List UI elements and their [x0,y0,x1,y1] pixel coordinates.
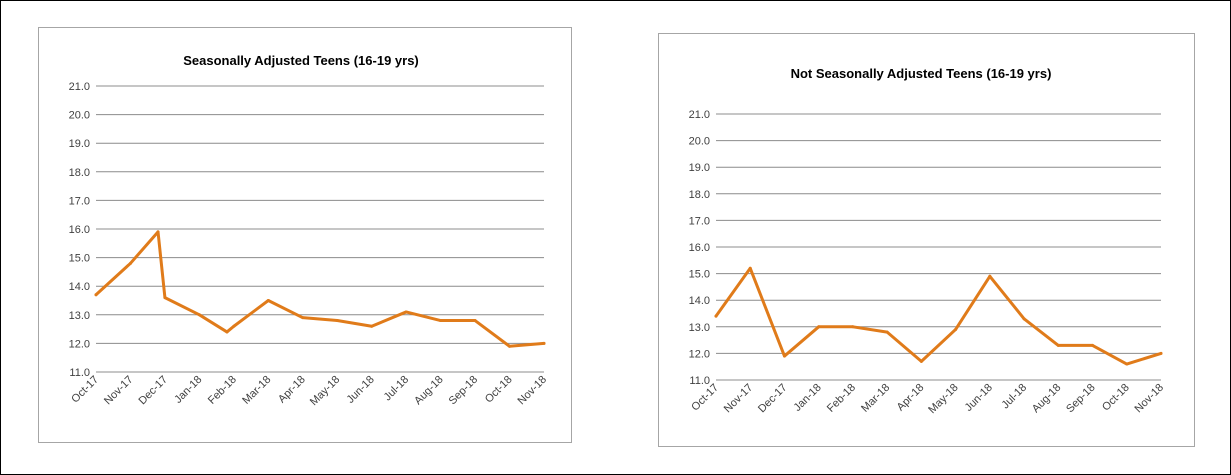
x-tick-label: Jul-18 [1000,382,1030,412]
x-tick-label: Aug-18 [1030,382,1064,416]
x-tick-label: Oct-18 [1100,382,1132,414]
x-tick-label: Jan-18 [172,374,204,406]
y-tick-label: 12.0 [689,348,710,360]
x-tick-label: Nov-18 [516,374,550,408]
x-tick-label: Jan-18 [792,382,824,414]
data-point [817,325,821,329]
x-tick-label: May-18 [926,382,960,416]
data-point [370,324,374,328]
data-point [885,330,889,334]
y-tick-label: 18.0 [69,167,90,179]
x-tick-label: Sep-18 [1064,382,1098,416]
x-tick-label: Feb-18 [825,382,858,415]
data-point [128,261,132,265]
x-tick-label: Jul-18 [382,374,412,404]
data-point [94,293,98,297]
y-tick-label: 13.0 [689,322,710,334]
y-tick-label: 19.0 [689,162,710,174]
series-line [714,266,1163,366]
x-tick-label: Mar-18 [240,374,273,407]
y-tick-label: 16.0 [69,224,90,236]
data-point [988,274,992,278]
y-tick-label: 15.0 [689,269,710,281]
x-tick-label: Mar-18 [859,382,892,415]
y-tick-label: 17.0 [689,215,710,227]
data-point [542,341,546,345]
chart-seasonally-adjusted: Seasonally Adjusted Teens (16-19 yrs) 11… [69,53,550,408]
y-tick-label: 20.0 [689,136,710,148]
chart-title: Seasonally Adjusted Teens (16-19 yrs) [183,53,419,68]
y-tick-label: 13.0 [69,310,90,322]
x-tick-label: May-18 [308,374,342,408]
y-tick-label: 14.0 [69,281,90,293]
chart-panel-seasonally-adjusted: Seasonally Adjusted Teens (16-19 yrs) 11… [38,27,572,443]
data-point [1056,343,1060,347]
x-tick-label: Aug-18 [412,374,446,408]
x-tick-label: Nov-18 [1133,382,1167,416]
data-point [266,299,270,302]
y-tick-label: 11.0 [689,375,710,387]
x-tick-label: Apr-18 [895,382,927,414]
x-tick-label: Feb-18 [206,374,239,407]
data-point [225,330,229,334]
y-tick-label: 17.0 [69,195,90,207]
data-point [301,316,305,320]
data-point [782,354,786,358]
y-tick-label: 18.0 [689,189,710,201]
y-tick-label: 16.0 [689,242,710,254]
x-tick-label: Dec-17 [756,382,790,416]
data-point [473,319,477,323]
x-tick-label: Nov-17 [722,382,756,416]
y-tick-label: 20.0 [69,110,90,122]
data-point [508,344,512,348]
data-point [1022,317,1026,321]
data-point [714,314,718,318]
data-point [954,327,958,331]
data-point [197,313,201,317]
y-tick-label: 11.0 [69,367,90,379]
x-tick-label: Jun-18 [345,374,377,406]
y-tick-label: 14.0 [689,295,710,307]
data-point [1125,362,1129,366]
data-point [232,324,236,328]
x-tick-label: Nov-17 [102,374,136,408]
y-tick-label: 21.0 [69,81,90,93]
y-tick-label: 19.0 [69,138,90,150]
data-point [404,310,408,314]
y-tick-label: 21.0 [689,109,710,121]
data-point [439,319,443,323]
series-line [94,230,546,348]
data-point [163,296,167,300]
chart-panel-not-seasonally-adjusted: Not Seasonally Adjusted Teens (16-19 yrs… [658,33,1195,447]
x-tick-label: Dec-17 [136,374,170,408]
x-tick-label: Sep-18 [447,374,481,408]
y-tick-label: 12.0 [69,338,90,350]
data-point [919,359,923,363]
data-point [851,325,855,329]
data-point [335,319,339,323]
data-point [1159,351,1163,355]
data-point [156,230,160,234]
x-tick-label: Oct-18 [483,374,515,406]
x-tick-label: Apr-18 [276,374,308,406]
data-point [1091,343,1095,347]
chart-title: Not Seasonally Adjusted Teens (16-19 yrs… [791,66,1052,81]
chart-not-seasonally-adjusted: Not Seasonally Adjusted Teens (16-19 yrs… [689,66,1167,416]
data-point [466,319,470,323]
y-tick-label: 15.0 [69,253,90,265]
data-point [748,266,752,270]
x-tick-label: Jun-18 [963,382,995,414]
